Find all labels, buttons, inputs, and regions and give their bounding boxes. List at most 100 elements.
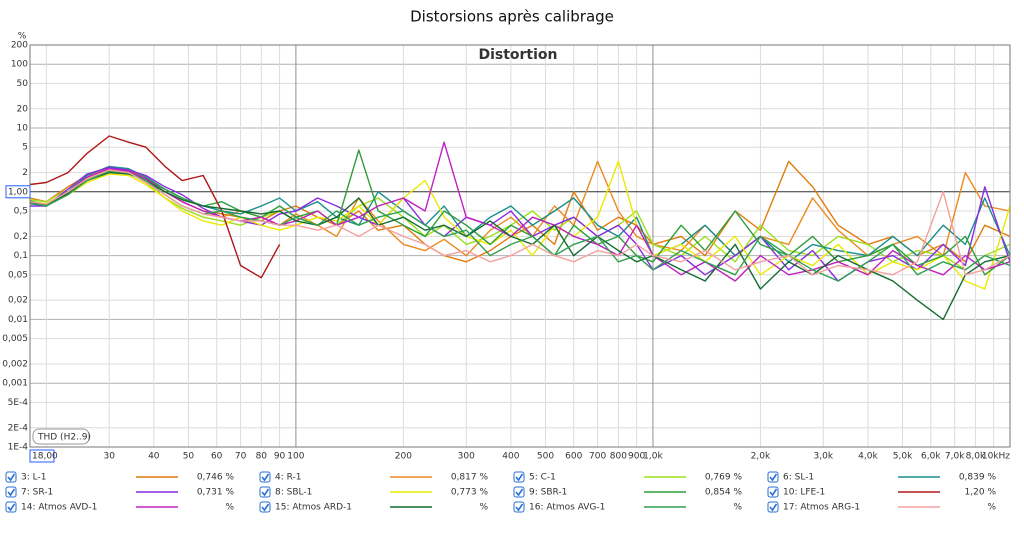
y-tick-label: 1E-4 xyxy=(8,443,29,453)
x-tick-label: 700 xyxy=(589,452,606,462)
legend-value: 0,817 % xyxy=(451,473,489,483)
y-tick-label: 0,02 xyxy=(8,296,28,306)
legend-check xyxy=(515,503,524,512)
y-tick-label: 0,002 xyxy=(2,359,28,369)
legend-check xyxy=(515,488,524,497)
trace-legend: THD (H2..9) xyxy=(37,433,91,443)
y-tick-label: 0,1 xyxy=(14,251,28,261)
plot-title: Distortion xyxy=(478,47,557,63)
y-tick-label: 200 xyxy=(11,41,28,51)
legend-value: 0,773 % xyxy=(451,488,489,498)
legend-value: 0,854 % xyxy=(705,488,743,498)
y-tick-label: 2 xyxy=(22,168,28,178)
x-tick-label: 6,0k xyxy=(921,452,941,462)
x-tick-label: 10kHz xyxy=(982,452,1010,462)
y-tick-label: 5 xyxy=(22,143,28,153)
y-tick-label: 0,001 xyxy=(2,379,28,389)
legend-name: 9: SBR-1 xyxy=(529,488,567,498)
legend-value: % xyxy=(479,503,488,513)
x-tick-label: 80 xyxy=(256,452,268,462)
legend-value: 1,20 % xyxy=(965,488,997,498)
legend-check xyxy=(261,503,270,512)
legend-name: 4: R-1 xyxy=(275,473,301,483)
legend-value: 0,769 % xyxy=(705,473,743,483)
legend-value: 0,839 % xyxy=(959,473,997,483)
series-line xyxy=(29,149,1011,276)
x-tick-label: 200 xyxy=(395,452,412,462)
y-tick-label: 50 xyxy=(17,79,29,89)
x-tick-label: 2,0k xyxy=(751,452,771,462)
legend-name: 15: Atmos ARD-1 xyxy=(275,503,352,513)
x-tick-label: 300 xyxy=(458,452,475,462)
x-tick-label: 90 xyxy=(274,452,286,462)
y-tick-label: 2E-4 xyxy=(8,423,29,433)
legend-check xyxy=(769,488,778,497)
series-line xyxy=(29,171,1011,321)
legend-check xyxy=(769,503,778,512)
x-tick-label: 100 xyxy=(287,452,304,462)
x-tick-label: 4,0k xyxy=(858,452,878,462)
x-tick-label: 70 xyxy=(235,452,247,462)
legend-check xyxy=(769,473,778,482)
legend-value: % xyxy=(225,503,234,513)
y-tick-label: 0,05 xyxy=(8,270,28,280)
x-tick-label: 40 xyxy=(148,452,160,462)
x-tick-label: 50 xyxy=(183,452,195,462)
y-tick-label: 0,01 xyxy=(8,315,28,325)
legend-name: 6: SL-1 xyxy=(783,473,814,483)
y-tick-label: 10 xyxy=(17,124,29,134)
y-unit: % xyxy=(18,32,27,42)
legend-check xyxy=(7,473,16,482)
window-title: Distorsions après calibrage xyxy=(410,8,614,26)
y-tick-label: 100 xyxy=(11,60,28,70)
x-tick-label: 600 xyxy=(565,452,582,462)
legend: 3: L-1 0,746 % 4: R-1 0,817 % 5: C-1 0,769 % 6… xyxy=(5,471,997,513)
x-tick-label: 500 xyxy=(537,452,554,462)
cursor-x-box xyxy=(29,449,55,463)
legend-value: 0,731 % xyxy=(197,488,235,498)
legend-check xyxy=(7,488,16,497)
x-tick-label: 5,0k xyxy=(893,452,913,462)
x-tick-label: 30 xyxy=(103,452,115,462)
legend-check xyxy=(261,488,270,497)
x-tick-label: 60 xyxy=(211,452,223,462)
series-line xyxy=(29,135,281,279)
cursor-y-label: 1,00 xyxy=(8,187,28,197)
x-tick-label: 800 xyxy=(610,452,627,462)
legend-name: 7: SR-1 xyxy=(21,488,53,498)
legend-check xyxy=(515,473,524,482)
x-tick-label: 1,0k xyxy=(643,452,663,462)
y-tick-label: 20 xyxy=(17,104,29,114)
x-tick-label: 400 xyxy=(502,452,519,462)
legend-name: 8: SBL-1 xyxy=(275,488,312,498)
y-tick-label: 0,2 xyxy=(14,232,28,242)
legend-name: 3: L-1 xyxy=(21,473,46,483)
plot-lines xyxy=(29,135,1011,321)
legend-value: 0,746 % xyxy=(197,473,235,483)
y-tick-label: 0,005 xyxy=(2,334,28,344)
x-tick-label: 7,0k xyxy=(945,452,965,462)
series-line xyxy=(29,160,1011,290)
x-tick-label: 8,0k xyxy=(966,452,986,462)
legend-value: % xyxy=(733,503,742,513)
plot-frame xyxy=(29,44,1011,448)
cursor-x-label: 18,00 xyxy=(32,452,58,462)
legend-name: 17: Atmos ARG-1 xyxy=(783,503,860,513)
legend-check xyxy=(261,473,270,482)
grid xyxy=(30,44,1011,448)
cursor-y-box xyxy=(5,185,31,199)
x-tick-label: 900 xyxy=(628,452,645,462)
legend-name: 14: Atmos AVD-1 xyxy=(21,503,97,513)
legend-name: 16: Atmos AVG-1 xyxy=(529,503,605,513)
trace-legend-box xyxy=(32,428,90,445)
x-tick-label: 3,0k xyxy=(814,452,834,462)
legend-name: 5: C-1 xyxy=(529,473,556,483)
y-tick-label: 0,5 xyxy=(14,207,28,217)
y-tick-label: 5E-4 xyxy=(8,398,29,408)
series-line xyxy=(29,169,1011,276)
legend-value: % xyxy=(987,503,996,513)
legend-name: 10: LFE-1 xyxy=(783,488,825,498)
legend-check xyxy=(7,503,16,512)
